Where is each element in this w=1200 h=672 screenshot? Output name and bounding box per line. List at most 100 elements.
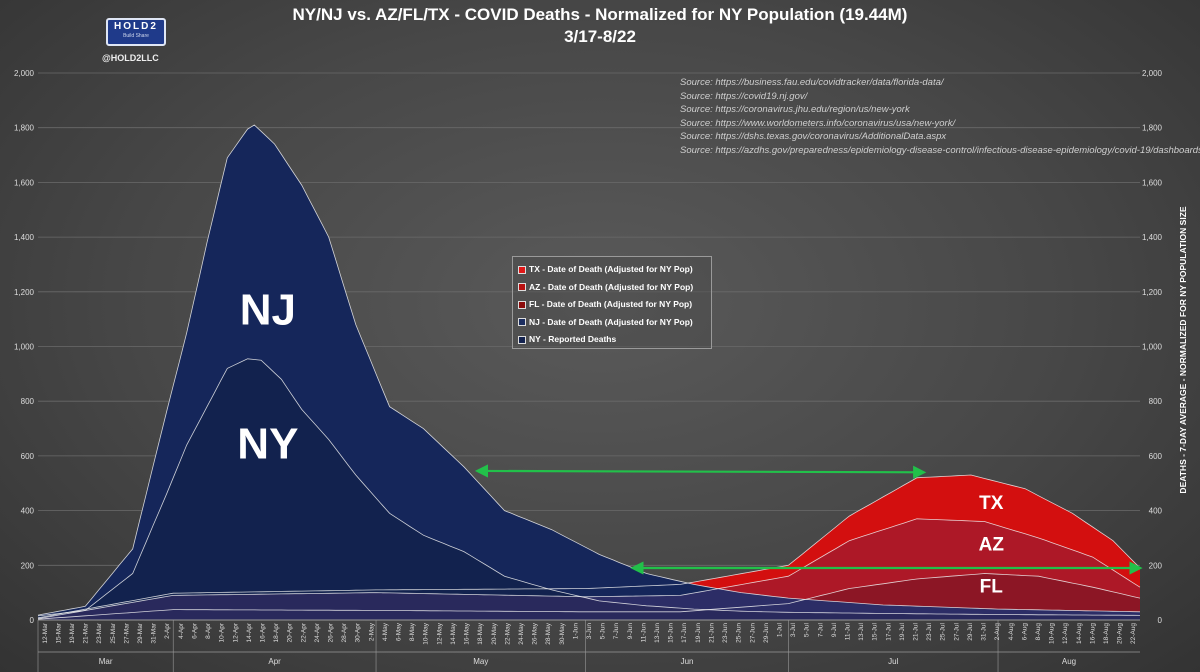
x-tick-label: 7-Jun (613, 623, 620, 640)
legend-label: FL - Date of Death (Adjusted for NY Pop) (529, 299, 693, 309)
x-tick-label: 15-Jun (668, 623, 675, 643)
source-line: Source: https://www.worldometers.info/co… (680, 117, 956, 129)
legend-label: AZ - Date of Death (Adjusted for NY Pop) (529, 281, 694, 292)
x-tick-label: 22-Aug (1130, 623, 1137, 644)
series-labels: NJ NY TX AZ FL (237, 286, 1004, 598)
x-tick-label: 15-Jul (872, 622, 879, 640)
x-tick-label: 28-Apr (341, 622, 348, 642)
series-label-az: AZ (979, 534, 1005, 555)
x-tick-label: 2-May (368, 622, 375, 641)
legend-swatch (518, 283, 526, 292)
x-tick-label: 25-Jul (940, 622, 947, 640)
y-tick-label-right: 1,600 (1142, 178, 1163, 187)
x-tick-label: 26-Apr (328, 622, 335, 642)
logo-text: HOLD2 (114, 21, 158, 32)
x-tick-label: 14-May (450, 622, 457, 644)
x-tick-label: 9-Jun (627, 623, 634, 640)
x-tick-label: 18-Apr (273, 622, 280, 642)
x-tick-label: 28-May (545, 622, 552, 644)
x-tick-label: 29-Jul (967, 622, 974, 640)
x-tick-label: 2-Aug (994, 623, 1001, 641)
x-tick-label: 25-Jun (736, 623, 743, 643)
overlap-band (38, 518, 1140, 620)
chart-title-line2: 3/17-8/22 (564, 27, 636, 46)
axes: 0 0 200 200 400 400 600 600 800 800 1,000 1,000 1,20… (14, 69, 1163, 672)
x-tick-label: 11-Jul (845, 622, 852, 640)
y-tick-label-left: 800 (21, 397, 35, 406)
x-tick-label: 14-Apr (246, 622, 253, 642)
x-tick-label: 23-Jul (926, 622, 933, 640)
y-tick-label-left: 2,000 (14, 69, 35, 78)
x-tick-label: 30-May (559, 622, 566, 644)
y-tick-label-right: 800 (1149, 397, 1163, 406)
x-tick-label: 5-Jun (600, 623, 607, 640)
x-tick-label: 16-Apr (260, 622, 267, 642)
x-tick-label: 30-Apr (355, 622, 362, 642)
legend-item-az: AZ - Date of Death (Adjusted for NY Pop) (518, 279, 706, 297)
x-tick-label: 19-Jun (695, 623, 702, 643)
x-tick-label: 13-Jun (654, 623, 661, 643)
y-tick-label-left: 0 (30, 616, 35, 625)
legend-swatch (518, 318, 526, 327)
y-tick-label-right: 1,400 (1142, 233, 1163, 242)
y-axis-label: DEATHS - 7-DAY AVERAGE - NORMALIZED FOR … (1178, 206, 1188, 494)
source-line: Source: https://dshs.texas.gov/coronavir… (680, 131, 947, 142)
chart-title-line1: NY/NJ vs. AZ/FL/TX - COVID Deaths - Norm… (292, 5, 908, 24)
x-tick-label: 4-Apr (178, 622, 185, 639)
x-tick-label: 18-Aug (1103, 623, 1110, 644)
x-tick-label: 4-Aug (1008, 623, 1015, 641)
source-line: Source: https://covid19.nj.gov/ (680, 90, 808, 102)
x-tick-label: 13-Jul (858, 622, 865, 640)
legend-item-fl: FL - Date of Death (Adjusted for NY Pop) (518, 296, 706, 314)
y-tick-label-right: 1,200 (1142, 288, 1163, 297)
x-tick-label: 1-Jun (572, 623, 579, 640)
x-tick-label: 8-Aug (1035, 623, 1042, 641)
month-label: May (473, 657, 488, 666)
month-label: Jun (681, 657, 694, 666)
x-tick-label: 31-Mar (151, 622, 158, 643)
x-tick-label: 3-Jul (790, 622, 797, 637)
x-tick-label: 4-May (382, 622, 389, 641)
x-tick-label: 11-Jun (640, 623, 647, 643)
month-label: Apr (268, 657, 281, 666)
y-tick-label-right: 200 (1149, 561, 1163, 570)
legend-label: TX - Date of Death (Adjusted for NY Pop) (529, 264, 693, 274)
y-tick-label-right: 2,000 (1142, 69, 1163, 78)
x-tick-label: 20-Apr (287, 622, 294, 642)
legend-swatch (518, 265, 526, 274)
twitter-handle: @HOLD2LLC (102, 53, 159, 63)
x-tick-label: 26-May (532, 622, 539, 644)
x-tick-label: 22-May (504, 622, 511, 644)
x-tick-label: 20-Aug (1117, 623, 1124, 644)
series-areas (37, 124, 1141, 620)
x-tick-label: 21-Jul (913, 622, 920, 640)
series-line-tx (37, 474, 1141, 619)
series-label-fl: FL (980, 577, 1004, 598)
series-line-az (37, 518, 1141, 619)
y-tick-label-right: 600 (1149, 452, 1163, 461)
x-tick-label: 6-Apr (192, 622, 199, 639)
sources-list: Source: https://business.fau.edu/covidtr… (680, 76, 1200, 157)
x-tick-label: 19-Jul (899, 622, 906, 640)
series-area-ny (38, 358, 1140, 620)
x-tick-label: 27-Jun (749, 623, 756, 643)
y-tick-label-left: 200 (21, 561, 35, 570)
series-line-nj (37, 124, 1141, 616)
x-tick-label: 3-Jun (586, 623, 593, 640)
annotation-arrows (474, 464, 1143, 575)
logo-tagline: Build Share (123, 33, 149, 39)
hold2-logo: HOLD2 Build Share (106, 18, 166, 46)
x-tick-label: 16-Aug (1089, 623, 1096, 644)
source-line: Source: https://business.fau.edu/covidtr… (680, 77, 944, 88)
series-label-tx: TX (979, 493, 1004, 514)
y-tick-label-left: 1,400 (14, 233, 35, 242)
x-tick-label: 17-Jun (681, 623, 688, 643)
y-tick-label-left: 1,200 (14, 288, 35, 297)
x-tick-label: 23-Mar (96, 622, 103, 643)
x-tick-label: 20-May (491, 622, 498, 644)
y-tick-label-left: 1,000 (14, 343, 35, 352)
y-tick-label-left: 600 (21, 452, 35, 461)
legend-item-nj: NJ - Date of Death (Adjusted for NY Pop) (518, 314, 706, 332)
series-line-ny (37, 358, 1141, 617)
x-tick-label: 27-Mar (123, 622, 130, 643)
